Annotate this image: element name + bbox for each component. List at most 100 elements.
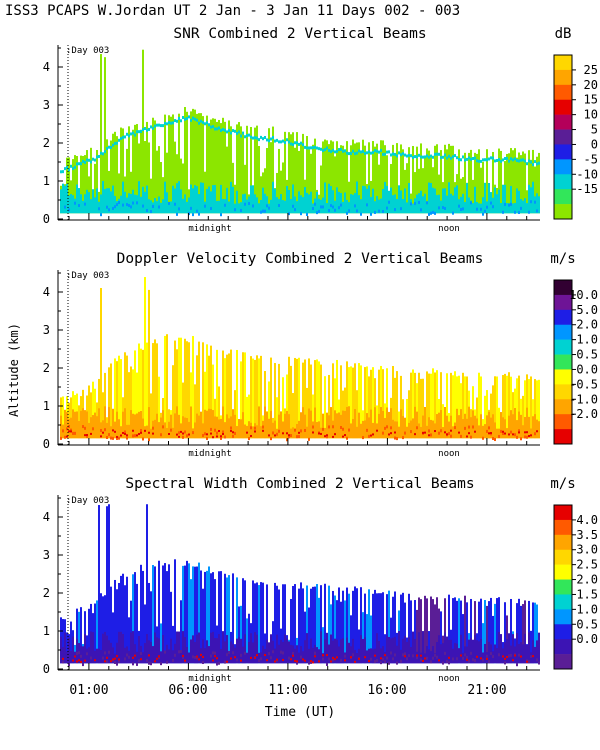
profile-speckle (120, 434, 122, 437)
profile-column (334, 156, 336, 214)
profile-band (212, 125, 214, 129)
profile-column (270, 142, 272, 214)
profile-low-layer (376, 196, 378, 214)
profile-speckle (460, 434, 462, 438)
profile-speckle (328, 425, 330, 429)
profile-low-layer (186, 201, 188, 214)
profile-low-layer (200, 411, 202, 439)
profile-speckle (94, 659, 96, 662)
profile-speckle (308, 661, 310, 665)
profile-column (190, 111, 192, 214)
profile-low-layer (68, 418, 70, 439)
colorbar-swatch (554, 384, 572, 400)
profile-column (150, 178, 152, 214)
profile-column (376, 143, 378, 214)
profile-column (474, 152, 476, 214)
profile-column (380, 365, 382, 439)
profile-speckle (168, 201, 170, 205)
profile-speckle (64, 435, 66, 439)
profile-column (416, 383, 418, 439)
profile-low-layer (392, 637, 394, 664)
profile-low-layer (158, 638, 160, 664)
profile-low-layer (500, 412, 502, 439)
profile-column (142, 570, 144, 664)
profile-column (240, 605, 242, 664)
profile-column (204, 371, 206, 439)
profile-speckle (334, 433, 336, 436)
profile-low-layer (394, 421, 396, 439)
profile-speckle (106, 659, 108, 663)
profile-low-layer (94, 650, 96, 664)
profile-column (204, 171, 206, 214)
profile-speckle (332, 205, 334, 209)
profile-column (320, 585, 322, 664)
profile-speckle (234, 208, 236, 212)
profile-speckle (182, 655, 184, 659)
profile-column (176, 349, 178, 439)
profile-low-layer (400, 190, 402, 214)
profile-speckle (110, 660, 112, 663)
profile-column (324, 583, 326, 664)
profile-band (306, 146, 308, 150)
profile-low-layer (312, 647, 314, 664)
profile-column (158, 376, 160, 439)
profile-column (440, 611, 442, 664)
profile-low-layer (64, 632, 66, 664)
profile-low-layer (146, 185, 148, 214)
colorbar-label: 0.0 (576, 632, 598, 646)
profile-column (292, 132, 294, 214)
profile-band (168, 121, 170, 125)
profile-speckle (122, 431, 124, 434)
profile-speckle (192, 213, 194, 217)
profile-speckle (408, 654, 410, 658)
profile-low-layer (402, 199, 404, 214)
profile-low-layer (202, 639, 204, 664)
profile-low-layer (78, 188, 80, 214)
profile-column (426, 598, 428, 664)
profile-low-layer (118, 419, 120, 439)
profile-speckle (60, 436, 62, 440)
profile-band (380, 148, 382, 152)
profile-speckle (394, 436, 396, 440)
profile-speckle (178, 435, 180, 438)
profile-column (524, 380, 526, 439)
profile-speckle (292, 654, 294, 657)
profile-speckle (262, 425, 264, 429)
profile-column (186, 111, 188, 214)
profile-speckle (124, 430, 126, 434)
profile-column (202, 588, 204, 664)
profile-band (382, 152, 384, 156)
profile-low-layer (262, 420, 264, 439)
profile-band (516, 159, 518, 163)
profile-band (66, 165, 68, 169)
profile-speckle (322, 657, 324, 661)
profile-column (254, 583, 256, 664)
profile-column (380, 593, 382, 664)
profile-speckle (410, 430, 412, 434)
colorbar-unit: m/s (550, 251, 575, 267)
profile-column (484, 395, 486, 439)
profile-column (164, 114, 166, 214)
profile-low-layer (474, 415, 476, 439)
profile-band (260, 135, 262, 139)
profile-low-layer (208, 408, 210, 439)
profile-band (364, 151, 366, 155)
profile-column (88, 608, 90, 664)
profile-low-layer (388, 636, 390, 664)
profile-low-layer (254, 194, 256, 214)
profile-column (536, 156, 538, 214)
profile-column (462, 614, 464, 664)
profile-column (218, 386, 220, 439)
profile-speckle (78, 651, 80, 655)
profile-column (416, 146, 418, 214)
profile-low-layer (66, 183, 68, 214)
profile-speckle (268, 206, 270, 210)
profile-speckle (146, 209, 148, 213)
profile-low-layer (326, 412, 328, 439)
profile-speckle (342, 435, 344, 438)
profile-column (444, 144, 446, 214)
profile-band (290, 142, 292, 146)
profile-speckle (288, 434, 290, 437)
profile-low-layer (186, 417, 188, 439)
profile-speckle (86, 434, 88, 438)
